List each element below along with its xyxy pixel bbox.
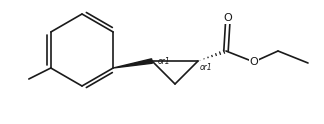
Text: or1: or1 xyxy=(158,58,171,66)
Text: or1: or1 xyxy=(200,63,213,73)
Polygon shape xyxy=(113,59,152,68)
Text: O: O xyxy=(249,57,258,67)
Text: O: O xyxy=(224,13,232,23)
